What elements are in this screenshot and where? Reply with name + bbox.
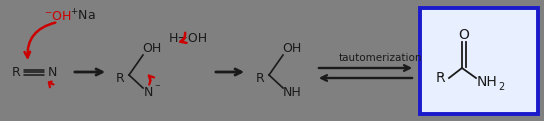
Text: H−OH: H−OH	[169, 31, 208, 45]
FancyBboxPatch shape	[420, 8, 538, 114]
Text: N: N	[47, 65, 57, 79]
Text: R: R	[11, 65, 20, 79]
Text: N: N	[143, 87, 153, 99]
Text: R: R	[435, 71, 445, 85]
Text: $^{+}$Na: $^{+}$Na	[70, 8, 96, 24]
Text: $^{-}$: $^{-}$	[154, 83, 162, 93]
Text: R: R	[256, 72, 264, 84]
Text: OH: OH	[143, 42, 162, 54]
Text: $^{-}$OH: $^{-}$OH	[44, 10, 72, 23]
Text: R: R	[116, 72, 125, 84]
Text: NH: NH	[477, 75, 497, 89]
Text: tautomerization: tautomerization	[338, 53, 422, 63]
Text: O: O	[459, 28, 469, 42]
Text: OH: OH	[282, 42, 301, 54]
Text: NH: NH	[283, 86, 301, 98]
Text: 2: 2	[498, 82, 504, 92]
